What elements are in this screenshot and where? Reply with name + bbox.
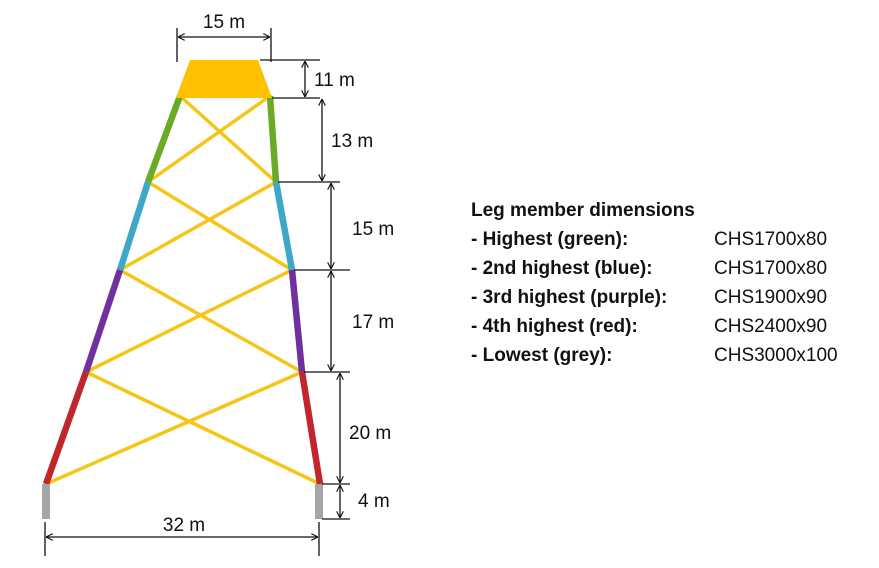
legend-value: CHS1700x80: [714, 229, 828, 250]
height-label-17: 17 m: [352, 312, 394, 333]
leg-second-left: [116, 181, 152, 271]
leg-members: [42, 94, 324, 519]
legend-row-lowest: - Lowest (grey): CHS3000x100: [471, 341, 838, 370]
top-width-label: 15 m: [203, 12, 245, 33]
leg-fourth-right: [298, 371, 324, 485]
leg-second-right: [272, 181, 296, 271]
legend-row-fourth: - 4th highest (red): CHS2400x90: [471, 312, 838, 341]
height-label-13: 13 m: [331, 131, 373, 152]
legend-value: CHS2400x90: [714, 316, 828, 337]
legend-label: - 4th highest (red):: [471, 316, 638, 337]
base-width-label: 32 m: [163, 515, 205, 536]
height-label-11: 11 m: [314, 70, 355, 91]
brace: [84, 268, 294, 374]
dimension-lines: [44, 28, 350, 556]
legend-row-third: - 3rd highest (purple): CHS1900x90: [471, 283, 838, 312]
brace: [118, 180, 278, 272]
brace: [146, 94, 272, 184]
leg-dimensions-legend: Leg member dimensions - Highest (green):…: [471, 196, 838, 370]
legend-label: - Highest (green):: [471, 229, 629, 250]
legend-label: - 3rd highest (purple):: [471, 287, 668, 308]
brace: [44, 370, 304, 486]
height-label-15: 15 m: [352, 219, 394, 240]
legend-title: Leg member dimensions: [471, 200, 695, 221]
bracing-members: [44, 94, 322, 486]
leg-third-left: [82, 268, 124, 374]
legend-value: CHS3000x100: [714, 345, 838, 366]
legend-row-second: - 2nd highest (blue): CHS1700x80: [471, 254, 838, 283]
brace: [146, 180, 294, 272]
legend-label: - Lowest (grey):: [471, 345, 613, 366]
brace: [118, 268, 304, 374]
legend-row-highest: - Highest (green): CHS1700x80: [471, 225, 838, 254]
leg-fourth-left: [42, 370, 90, 486]
leg-third-right: [288, 269, 306, 373]
legend-value: CHS1900x90: [714, 287, 828, 308]
legend-value: CHS1700x80: [714, 258, 828, 279]
height-label-20: 20 m: [349, 423, 391, 444]
transition-piece: [176, 60, 272, 98]
leg-highest-left: [144, 94, 184, 184]
legend-label: - 2nd highest (blue):: [471, 258, 653, 279]
leg-highest-right: [266, 95, 280, 183]
brace: [84, 370, 322, 486]
brace: [178, 94, 278, 184]
height-label-4: 4 m: [358, 491, 390, 512]
